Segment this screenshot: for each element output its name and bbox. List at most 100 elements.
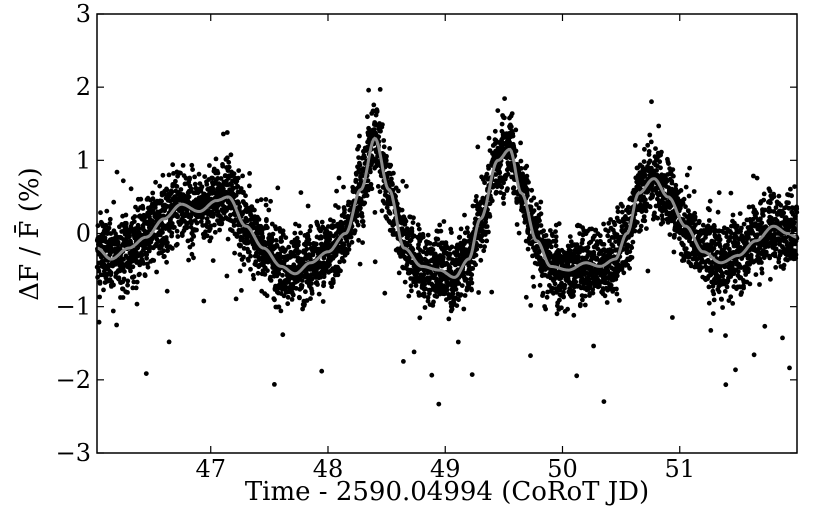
data-point [348, 234, 354, 240]
data-point [540, 290, 546, 296]
data-point [654, 168, 659, 173]
data-point [724, 284, 730, 290]
data-point [123, 212, 129, 218]
data-point [231, 223, 237, 228]
data-point [758, 216, 763, 222]
data-point [638, 223, 644, 229]
data-point [237, 204, 243, 210]
data-point [186, 257, 192, 263]
data-point [262, 272, 268, 277]
data-point [707, 207, 712, 213]
data-point [111, 199, 117, 205]
data-point [730, 212, 736, 218]
data-point [723, 382, 729, 388]
data-point [150, 221, 156, 227]
data-point [511, 185, 517, 191]
data-point [580, 297, 585, 303]
data-point [529, 187, 535, 193]
data-point [276, 304, 282, 310]
data-point [514, 222, 520, 227]
data-point [131, 279, 137, 285]
data-point [164, 288, 170, 294]
data-point [711, 297, 717, 303]
data-point [611, 235, 616, 240]
data-point [486, 135, 492, 141]
data-point [371, 102, 377, 108]
data-point [219, 220, 225, 226]
data-point [133, 285, 139, 291]
data-point [305, 203, 311, 209]
data-point [160, 172, 166, 178]
data-point [220, 163, 226, 169]
data-point [559, 280, 564, 286]
data-point [280, 228, 286, 234]
data-point [228, 152, 234, 158]
data-point [260, 235, 266, 241]
data-point [706, 284, 712, 290]
data-point [557, 297, 562, 303]
data-point [362, 200, 368, 206]
data-point [208, 223, 214, 229]
data-point [516, 170, 522, 175]
data-point [278, 308, 284, 314]
data-point [276, 271, 282, 276]
data-point [368, 169, 373, 175]
data-point [224, 155, 230, 161]
data-point [189, 220, 194, 226]
data-point [202, 174, 208, 180]
data-point [639, 177, 645, 183]
data-point [447, 265, 453, 270]
data-point [619, 266, 625, 272]
data-point [236, 168, 242, 174]
data-point [146, 248, 152, 254]
data-point [614, 286, 619, 292]
data-point [409, 288, 414, 294]
data-point [358, 205, 363, 211]
data-point [191, 255, 196, 261]
data-point [248, 266, 253, 272]
data-point [174, 184, 180, 189]
data-point [125, 278, 131, 284]
data-point [157, 183, 163, 189]
data-point [201, 298, 207, 304]
data-point [408, 283, 414, 289]
data-point [296, 239, 301, 245]
data-point [309, 276, 315, 282]
data-point [704, 242, 710, 248]
data-point [255, 270, 261, 276]
data-point [571, 312, 577, 318]
data-point [553, 238, 559, 244]
data-point [484, 171, 490, 177]
data-point [582, 293, 588, 299]
data-point [239, 288, 244, 293]
data-point [687, 165, 692, 171]
data-point [487, 214, 493, 219]
data-point [501, 180, 506, 186]
data-point [602, 293, 608, 299]
data-point [226, 164, 232, 170]
data-point [346, 242, 352, 248]
data-point [761, 191, 767, 197]
data-point [746, 266, 751, 272]
data-point [592, 233, 597, 239]
data-point [597, 233, 603, 239]
data-point [137, 262, 143, 268]
data-point [153, 179, 159, 185]
data-point [128, 268, 133, 274]
data-point [686, 208, 691, 214]
data-point [523, 294, 529, 300]
data-point [678, 188, 684, 193]
data-point [559, 305, 564, 311]
data-point [329, 284, 335, 290]
data-point [513, 127, 519, 133]
data-point [525, 187, 531, 193]
data-point [241, 189, 246, 195]
data-point [484, 224, 490, 229]
data-point [231, 171, 237, 177]
data-point [388, 162, 394, 168]
data-point [617, 219, 623, 225]
data-point [184, 225, 190, 231]
data-point [668, 203, 674, 209]
data-point [691, 189, 697, 194]
data-point [456, 297, 461, 303]
